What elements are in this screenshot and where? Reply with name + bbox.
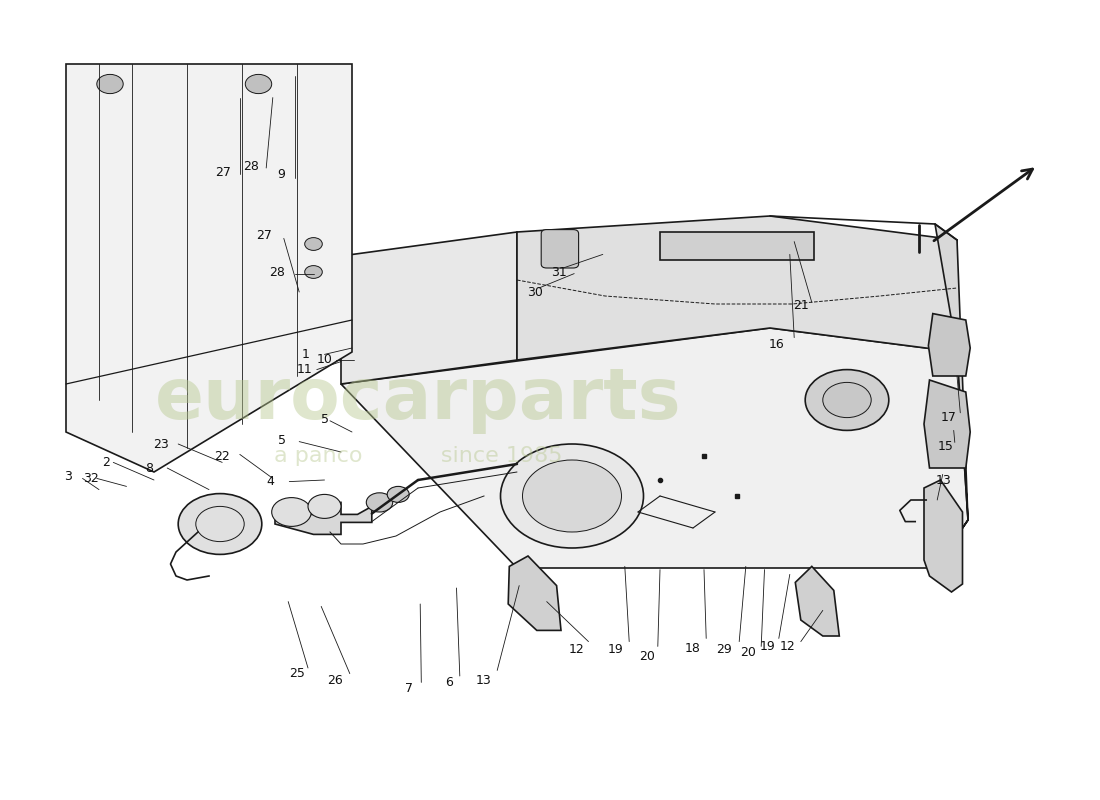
Text: 9: 9 — [277, 168, 286, 181]
Polygon shape — [517, 216, 957, 360]
Text: 30: 30 — [527, 286, 542, 299]
Text: 16: 16 — [769, 338, 784, 350]
Circle shape — [500, 444, 644, 548]
Text: 29: 29 — [716, 643, 732, 656]
Text: 7: 7 — [405, 682, 414, 694]
Text: 21: 21 — [793, 299, 808, 312]
Text: 4: 4 — [266, 475, 275, 488]
Text: eurocarparts: eurocarparts — [155, 366, 681, 434]
Text: 28: 28 — [270, 266, 285, 278]
Circle shape — [522, 460, 622, 532]
Text: 15: 15 — [938, 440, 954, 453]
Text: 28: 28 — [243, 160, 258, 173]
Text: 27: 27 — [216, 166, 231, 178]
Polygon shape — [928, 314, 970, 376]
Circle shape — [366, 493, 393, 512]
Polygon shape — [275, 502, 372, 534]
Text: a panco           since 1985: a panco since 1985 — [274, 446, 562, 466]
Text: 13: 13 — [476, 674, 492, 686]
Text: 12: 12 — [569, 643, 584, 656]
Circle shape — [178, 494, 262, 554]
Text: 10: 10 — [317, 354, 332, 366]
Circle shape — [805, 370, 889, 430]
Circle shape — [305, 266, 322, 278]
Text: 19: 19 — [760, 640, 775, 653]
Polygon shape — [935, 224, 968, 568]
Polygon shape — [341, 328, 968, 568]
Text: 27: 27 — [256, 229, 272, 242]
Text: 18: 18 — [685, 642, 701, 654]
Circle shape — [245, 74, 272, 94]
Polygon shape — [660, 232, 814, 260]
Text: 23: 23 — [153, 438, 168, 451]
Text: 8: 8 — [145, 462, 154, 475]
Circle shape — [823, 382, 871, 418]
Text: 25: 25 — [289, 667, 305, 680]
Text: 32: 32 — [84, 472, 99, 485]
Text: 19: 19 — [608, 643, 624, 656]
Text: 17: 17 — [940, 411, 956, 424]
Polygon shape — [66, 64, 352, 472]
Circle shape — [387, 486, 409, 502]
Circle shape — [308, 494, 341, 518]
Text: 5: 5 — [277, 434, 286, 446]
Polygon shape — [508, 556, 561, 630]
FancyBboxPatch shape — [541, 230, 579, 268]
Text: 22: 22 — [214, 450, 230, 462]
Text: 20: 20 — [740, 646, 756, 659]
Polygon shape — [924, 380, 970, 468]
Text: 12: 12 — [780, 640, 795, 653]
Text: 13: 13 — [936, 474, 952, 486]
Text: 11: 11 — [297, 363, 312, 376]
Text: 6: 6 — [444, 676, 453, 689]
Text: 5: 5 — [320, 413, 329, 426]
Circle shape — [97, 74, 123, 94]
Text: 3: 3 — [64, 470, 73, 483]
Text: 2: 2 — [101, 456, 110, 469]
Polygon shape — [795, 566, 839, 636]
Polygon shape — [924, 480, 962, 592]
Text: 1: 1 — [301, 348, 310, 361]
Circle shape — [305, 238, 322, 250]
Text: 20: 20 — [639, 650, 654, 662]
Polygon shape — [341, 232, 517, 384]
Circle shape — [272, 498, 311, 526]
Text: 31: 31 — [551, 266, 566, 278]
Text: 26: 26 — [328, 674, 343, 686]
